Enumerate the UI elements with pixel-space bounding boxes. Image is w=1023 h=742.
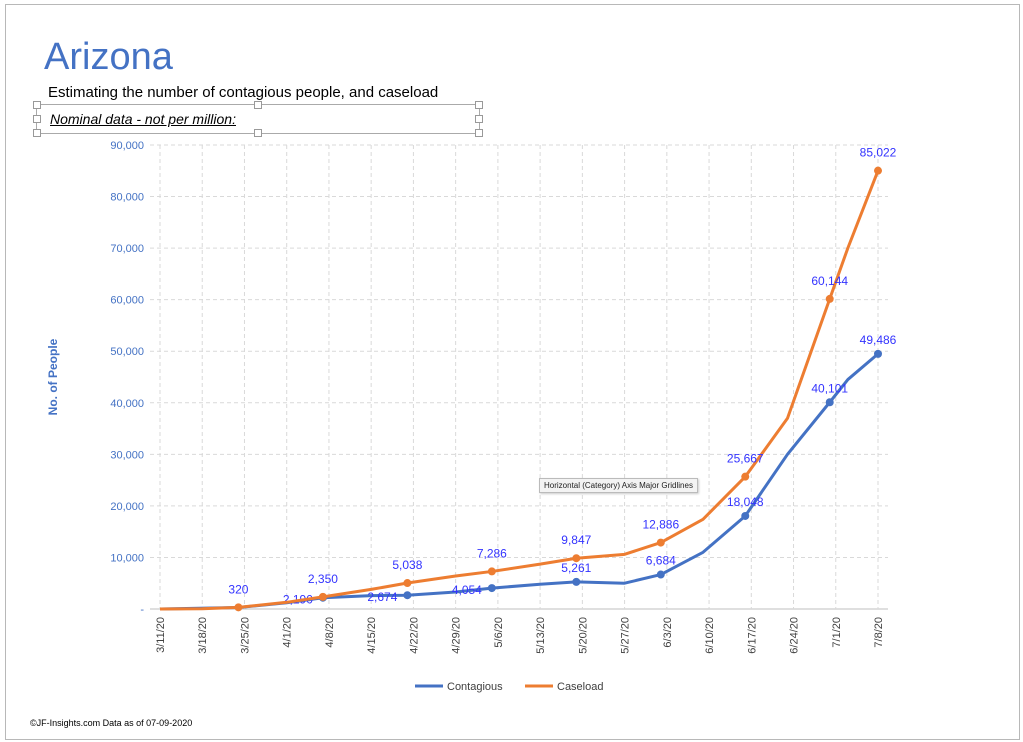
x-tick-label: 7/8/20 [873,617,885,648]
series-line-caseload [159,170,880,611]
data-marker [318,592,327,601]
data-label: 49,486 [860,333,897,347]
data-marker [741,511,750,520]
x-tick-label: 5/27/20 [620,617,632,654]
y-tick-label: 70,000 [110,243,144,255]
series-line-contagious [159,352,879,611]
legend-label: Contagious [447,681,503,693]
data-label: 12,886 [642,518,679,532]
x-tick-label: 5/13/20 [535,617,547,654]
data-marker [487,584,496,593]
resize-handle[interactable] [475,129,483,137]
resize-handle[interactable] [33,115,41,123]
data-marker [825,294,834,303]
chart-title: Arizona [44,36,173,78]
data-marker [403,591,412,600]
chart-subtitle: Estimating the number of contagious peop… [48,84,439,101]
data-marker [572,554,581,563]
data-label: 5,261 [561,561,591,575]
data-marker [572,577,581,586]
y-tick-label: - [140,604,144,616]
x-tick-label: 3/18/20 [197,617,209,654]
legend-label: Caseload [557,681,603,693]
resize-handle[interactable] [254,129,262,137]
data-marker [656,570,665,579]
tooltip: Horizontal (Category) Axis Major Gridlin… [539,478,698,493]
x-tick-label: 4/22/20 [408,617,420,654]
y-tick-label: 60,000 [110,295,144,307]
data-marker [487,567,496,576]
resize-handle[interactable] [254,101,262,109]
x-tick-label: 6/24/20 [789,617,801,654]
resize-handle[interactable] [33,101,41,109]
data-label: 60,144 [811,274,848,288]
resize-handle[interactable] [475,115,483,123]
x-tick-label: 4/1/20 [282,617,294,648]
y-axis-title: No. of People [46,338,60,415]
y-tick-label: 20,000 [110,501,144,513]
data-label: 2,350 [308,572,338,586]
data-marker [825,398,834,407]
data-label: 85,022 [860,146,897,160]
x-tick-label: 7/1/20 [831,617,843,648]
data-label: 6,684 [646,554,676,568]
x-tick-label: 3/11/20 [155,617,167,653]
data-label: 5,038 [392,558,422,572]
resize-handle[interactable] [475,101,483,109]
x-tick-label: 6/3/20 [662,617,674,648]
x-tick-label: 5/6/20 [493,617,505,648]
data-label: 2,674 [367,590,397,604]
data-label: 4,054 [452,583,482,597]
note-text: Nominal data - not per million: [50,111,236,127]
x-tick-label: 4/8/20 [324,617,336,648]
y-tick-label: 80,000 [110,192,144,204]
x-tick-label: 6/10/20 [704,617,716,654]
data-marker [234,603,243,612]
data-label: 25,667 [727,452,764,466]
data-label: 18,048 [727,495,764,509]
x-tick-label: 4/15/20 [366,617,378,654]
data-marker [874,349,882,358]
data-marker [656,538,665,547]
footer-credit: ©JF-Insights.com Data as of 07-09-2020 [30,718,193,728]
data-label: 40,101 [811,381,848,395]
data-marker [874,166,882,175]
chart-frame [5,4,1020,740]
y-tick-label: 50,000 [110,346,144,358]
y-tick-label: 30,000 [110,449,144,461]
data-label: 7,286 [477,546,507,560]
resize-handle[interactable] [33,129,41,137]
y-tick-label: 10,000 [110,552,144,564]
note-textbox[interactable]: Nominal data - not per million: [33,101,483,137]
x-tick-label: 6/17/20 [746,617,758,654]
data-label: 320 [228,582,248,596]
data-label: 9,847 [561,533,591,547]
y-tick-label: 90,000 [110,140,144,152]
data-marker [403,579,412,588]
x-tick-label: 5/20/20 [577,617,589,654]
x-tick-label: 3/25/20 [239,617,251,654]
data-marker [741,472,750,481]
y-tick-label: 40,000 [110,398,144,410]
x-tick-label: 4/29/20 [451,617,463,654]
